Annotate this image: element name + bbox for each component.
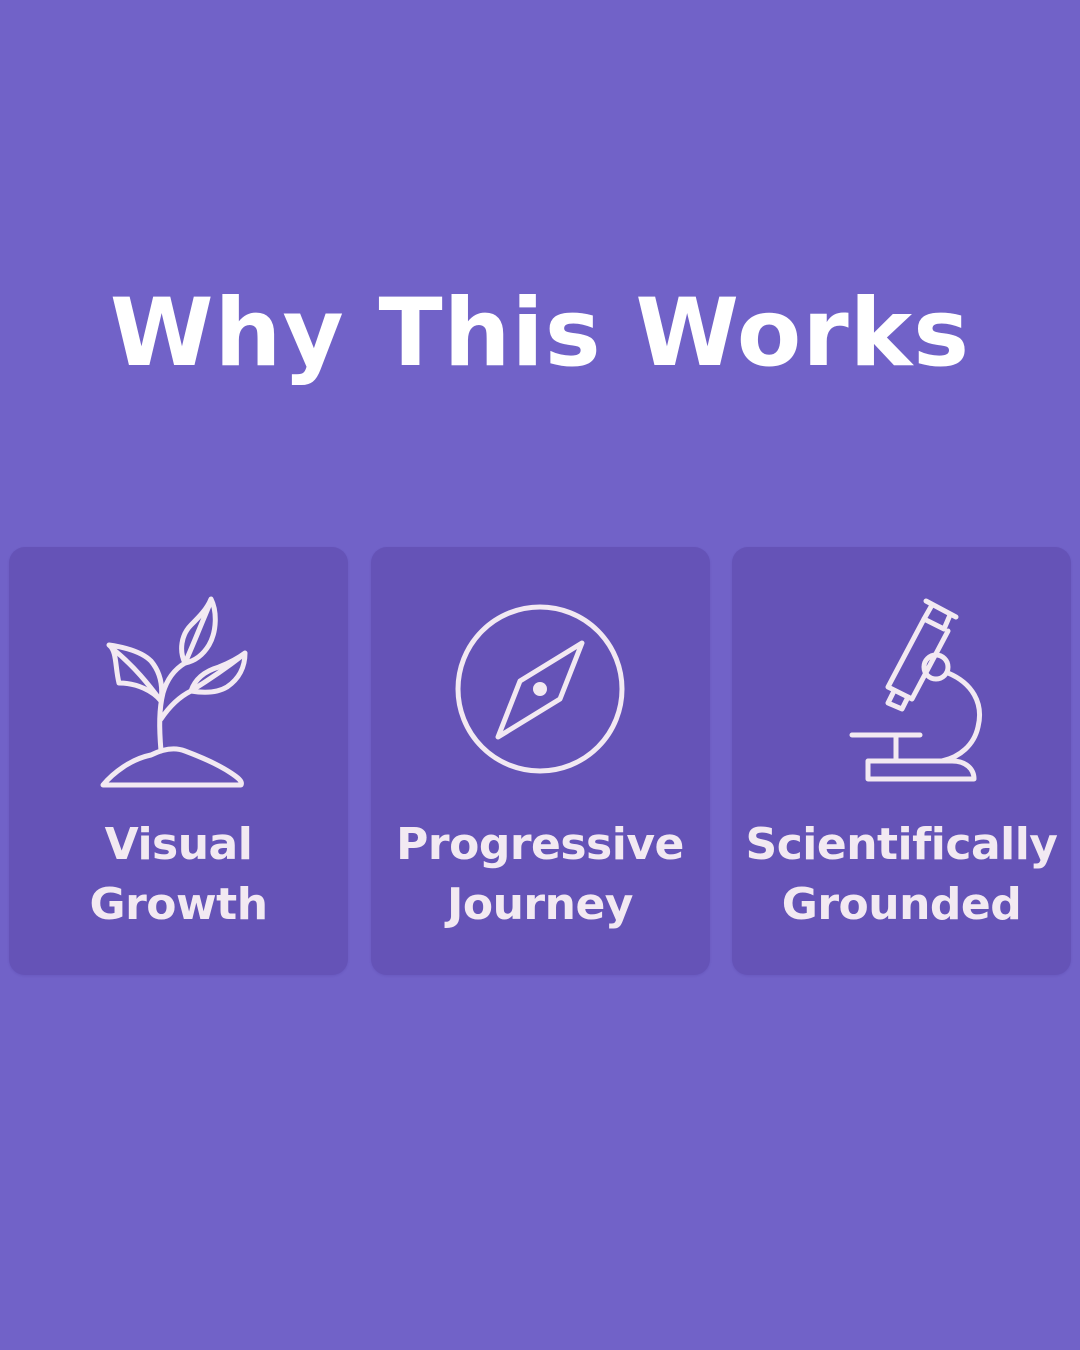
feature-card-progressive-journey: Progressive Journey: [370, 547, 710, 975]
compass-icon: [440, 587, 640, 797]
plant-sprout-icon: [79, 587, 279, 797]
feature-cards: Visual Growth Progressive Journey: [9, 547, 1071, 975]
feature-card-label: Visual Growth: [9, 815, 348, 935]
feature-card-label-line1: Visual: [104, 819, 253, 870]
feature-card-label: Scientifically Grounded: [732, 815, 1071, 935]
feature-card-visual-growth: Visual Growth: [9, 547, 348, 975]
page-title: Why This Works: [109, 279, 971, 388]
microscope-icon: [802, 587, 1002, 797]
feature-card-scientifically-grounded: Scientifically Grounded: [732, 547, 1071, 975]
feature-card-label-line2: Grounded: [781, 879, 1022, 930]
feature-card-label-line2: Growth: [89, 879, 268, 930]
feature-card-label-line1: Progressive: [396, 819, 684, 870]
feature-card-label: Progressive Journey: [371, 815, 710, 935]
feature-card-label-line2: Journey: [447, 879, 633, 930]
feature-card-label-line1: Scientifically: [745, 819, 1058, 870]
